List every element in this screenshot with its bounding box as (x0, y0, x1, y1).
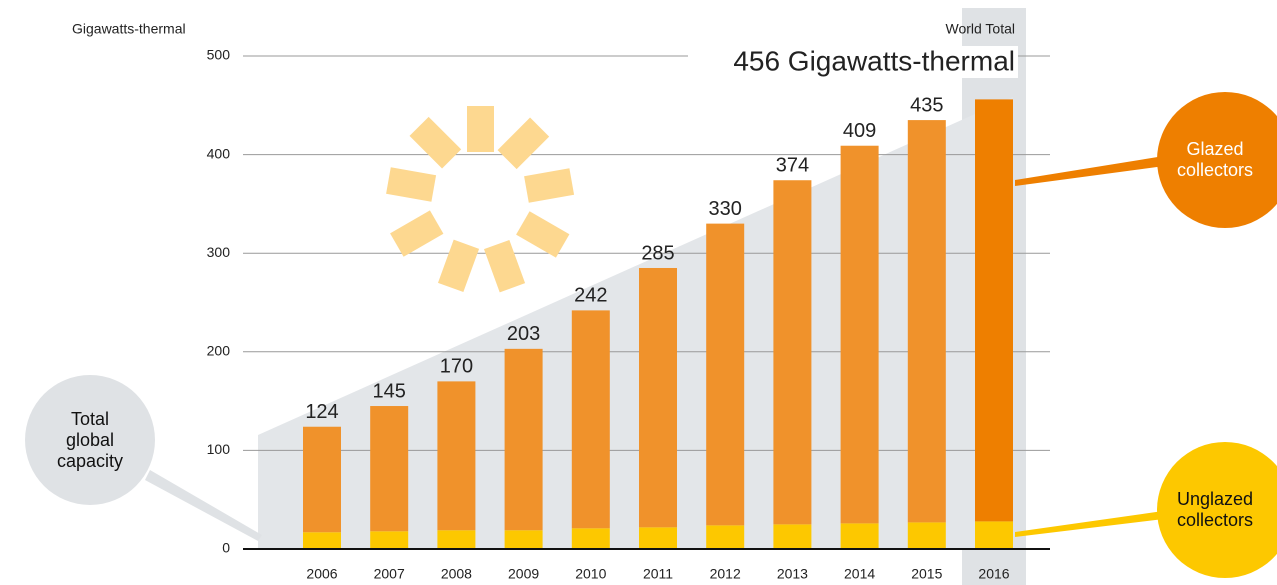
pointer (1015, 155, 1172, 186)
bar-segment (639, 268, 677, 527)
x-tick-label: 2010 (575, 566, 606, 582)
bar-segment (706, 525, 744, 549)
annotation: World Total (945, 21, 1015, 37)
data-label: 435 (910, 94, 943, 116)
x-tick-label: 2009 (508, 566, 539, 582)
pointer (1015, 510, 1172, 537)
y-tick-label: 200 (207, 343, 231, 359)
bar-segment (505, 530, 543, 549)
x-tick-label: 2012 (710, 566, 741, 582)
bar-segment (505, 349, 543, 530)
x-tick-label: 2014 (844, 566, 875, 582)
data-label: 124 (305, 401, 338, 423)
bar-segment (437, 381, 475, 530)
data-label: 203 (507, 323, 540, 345)
callout-text: Total global capacity (50, 409, 130, 472)
bar-segment (975, 99, 1013, 521)
bar-segment (706, 224, 744, 526)
bar-segment (975, 521, 1013, 549)
data-label: 170 (440, 356, 473, 378)
bar-segment (908, 522, 946, 549)
pointer (145, 470, 262, 541)
x-tick-label: 2016 (978, 566, 1009, 582)
x-tick-label: 2007 (374, 566, 405, 582)
bar-segment (773, 180, 811, 524)
y-axis-label: Gigawatts-thermal (72, 21, 186, 37)
data-label: 242 (574, 285, 607, 307)
y-tick-label: 0 (222, 540, 230, 556)
bar-segment (841, 523, 879, 549)
area-callout: Total global capacity (25, 375, 155, 505)
x-tick-label: 2008 (441, 566, 472, 582)
data-label: 145 (373, 380, 406, 402)
y-tick-label: 400 (207, 145, 231, 161)
annotation: 456 Gigawatts-thermal (733, 45, 1015, 76)
bar-segment (370, 406, 408, 531)
x-tick-label: 2013 (777, 566, 808, 582)
data-label: 409 (843, 120, 876, 142)
data-label: 374 (776, 155, 809, 177)
y-tick-label: 500 (207, 47, 231, 63)
bar-segment (370, 531, 408, 549)
page: Gigawatts-thermal World Total 456 Gigawa… (0, 0, 1277, 585)
bar-segment (908, 120, 946, 522)
bar-segment (303, 427, 341, 533)
legend-label: Glazed collectors (1165, 139, 1265, 181)
bar-segment (572, 528, 610, 549)
chart: Gigawatts-thermal World Total 456 Gigawa… (0, 0, 1277, 585)
data-label: 285 (641, 242, 674, 264)
y-tick-label: 300 (207, 244, 231, 260)
bar-segment (303, 532, 341, 549)
x-tick-label: 2011 (643, 566, 673, 582)
y-tick-label: 100 (207, 441, 231, 457)
bar-segment (572, 310, 610, 528)
bar-segment (639, 527, 677, 549)
sun-icon (386, 106, 574, 292)
data-label: 330 (709, 198, 742, 220)
bar-segment (437, 530, 475, 549)
legend-label: Unglazed collectors (1165, 489, 1265, 531)
x-tick-label: 2006 (306, 566, 337, 582)
x-tick-label: 2015 (911, 566, 942, 582)
bar-segment (773, 524, 811, 549)
bar-segment (841, 146, 879, 524)
